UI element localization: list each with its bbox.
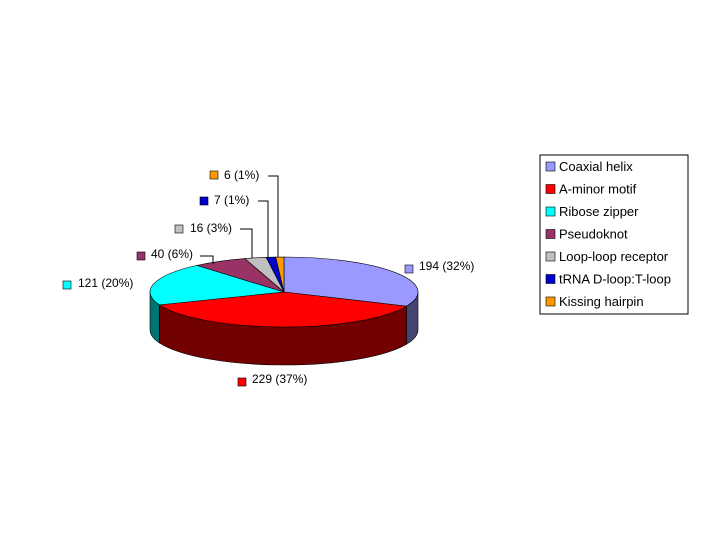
data-label-trna-d-loop-t-loop: 7 (1%) — [214, 193, 249, 207]
legend-entry-coaxial-helix: Coaxial helix — [559, 159, 633, 174]
data-label-swatch-kissing-hairpin — [209, 170, 219, 180]
data-label-a-minor-motif: 229 (37%) — [252, 372, 307, 386]
leader-lines — [200, 175, 279, 264]
legend-box — [539, 154, 689, 315]
leader-line-loop-loop-receptor — [240, 228, 253, 258]
legend-entry-loop-loop-receptor: Loop-loop receptor — [559, 249, 669, 264]
pie-slice-coaxial-helix — [283, 256, 419, 307]
data-label-kissing-hairpin: 6 (1%) — [224, 168, 259, 182]
data-label-loop-loop-receptor: 16 (3%) — [190, 221, 232, 235]
legend-entry-a-minor-motif: A-minor motif — [559, 182, 637, 197]
pie-slice-a-minor-motif — [158, 291, 408, 328]
legend-entry-trna-d-loop-t-loop: tRNA D-loop:T-loop — [559, 272, 671, 287]
data-label-swatch-ribose-zipper — [62, 280, 72, 290]
legend-swatch-a-minor-motif — [545, 184, 556, 194]
leader-line-trna-d-loop-t-loop — [258, 200, 269, 257]
pie-slice-ribose-zipper — [149, 265, 285, 306]
data-label-swatch-trna-d-loop-t-loop — [199, 196, 209, 206]
legend-entry-pseudoknot: Pseudoknot — [559, 227, 628, 242]
data-label-swatch-loop-loop-receptor — [174, 224, 184, 234]
data-label-swatch-pseudoknot — [136, 251, 146, 261]
data-label-pseudoknot: 40 (6%) — [151, 247, 193, 261]
data-label-swatch-coaxial-helix — [404, 264, 414, 274]
data-label-ribose-zipper: 121 (20%) — [78, 276, 133, 290]
legend-swatch-loop-loop-receptor — [545, 251, 556, 262]
legend-entry-ribose-zipper: Ribose zipper — [559, 204, 639, 219]
legend-swatch-trna-d-loop-t-loop — [545, 274, 556, 284]
legend-entry-kissing-hairpin: Kissing hairpin — [559, 294, 644, 309]
legend-swatch-ribose-zipper — [545, 206, 556, 217]
data-label-swatch-a-minor-motif — [237, 377, 247, 387]
legend-swatch-coaxial-helix — [545, 161, 556, 172]
pie-tops — [149, 256, 419, 328]
legend-swatch-pseudoknot — [545, 229, 556, 239]
data-labels: 194 (32%) 229 (37%) 121 (20%) 40 (6%) 16 (3%… — [62, 168, 474, 387]
leader-line-pseudoknot — [200, 255, 214, 264]
legend: Coaxial helix A-minor motif Ribose zipper P… — [539, 154, 689, 315]
legend-swatch-kissing-hairpin — [545, 296, 556, 307]
pie-sides — [149, 291, 419, 366]
data-label-coaxial-helix: 194 (32%) — [419, 259, 474, 273]
pie-slice-kissing-hairpin — [275, 256, 285, 293]
leader-line-kissing-hairpin — [268, 175, 279, 257]
